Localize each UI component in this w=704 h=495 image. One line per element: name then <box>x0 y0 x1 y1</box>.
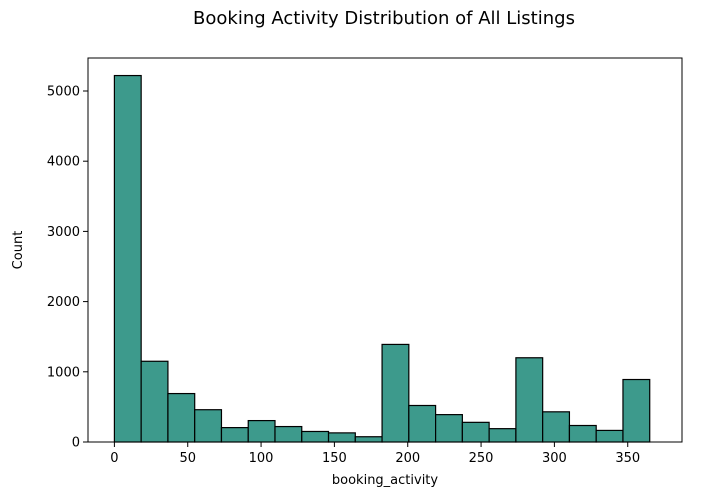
x-tick-label: 150 <box>322 451 347 466</box>
histogram-bar <box>595 429 624 443</box>
y-tick-label: 1000 <box>47 365 80 380</box>
histogram-bar <box>461 421 490 443</box>
x-tick-label: 250 <box>469 451 494 466</box>
histogram-bar <box>167 392 196 443</box>
x-tick-label: 200 <box>395 451 420 466</box>
bars-group <box>113 74 651 443</box>
y-axis-label: Count <box>11 231 26 270</box>
histogram-bar <box>381 343 410 443</box>
histogram-bar <box>408 404 437 443</box>
y-tick-label: 4000 <box>47 155 80 170</box>
x-tick-label: 300 <box>542 451 567 466</box>
y-tick-label: 3000 <box>47 225 80 240</box>
y-axis-ticks: 0 1000 2000 3000 4000 5000 <box>47 84 88 451</box>
histogram-bar <box>354 436 383 443</box>
plot-frame <box>87 57 683 443</box>
histogram-bar <box>488 428 517 443</box>
x-tick-label: 0 <box>110 451 118 466</box>
histogram-bar <box>622 378 651 443</box>
y-tick-label: 0 <box>72 436 80 451</box>
x-tick-label: 50 <box>179 451 196 466</box>
x-axis-label: booking_activity <box>332 473 439 488</box>
histogram-bar <box>568 424 597 443</box>
y-tick-label: 2000 <box>47 295 80 310</box>
histogram-bar <box>435 414 463 443</box>
chart-title: Booking Activity Distribution of All Lis… <box>193 8 575 29</box>
histogram-bar <box>194 409 223 443</box>
histogram-bar <box>327 432 356 443</box>
histogram-bar <box>301 430 330 443</box>
histogram-bar <box>220 427 249 443</box>
x-tick-label: 350 <box>615 451 640 466</box>
histogram-bar <box>542 411 571 443</box>
histogram-bar <box>247 419 276 443</box>
histogram-bar <box>113 74 142 443</box>
x-axis-ticks: 0 50 100 150 200 250 300 350 <box>110 442 640 466</box>
histogram-bar <box>274 425 303 443</box>
y-tick-label: 5000 <box>47 84 80 99</box>
histogram-bar <box>140 360 169 443</box>
x-tick-label: 100 <box>249 451 274 466</box>
histogram-bar <box>515 357 544 443</box>
